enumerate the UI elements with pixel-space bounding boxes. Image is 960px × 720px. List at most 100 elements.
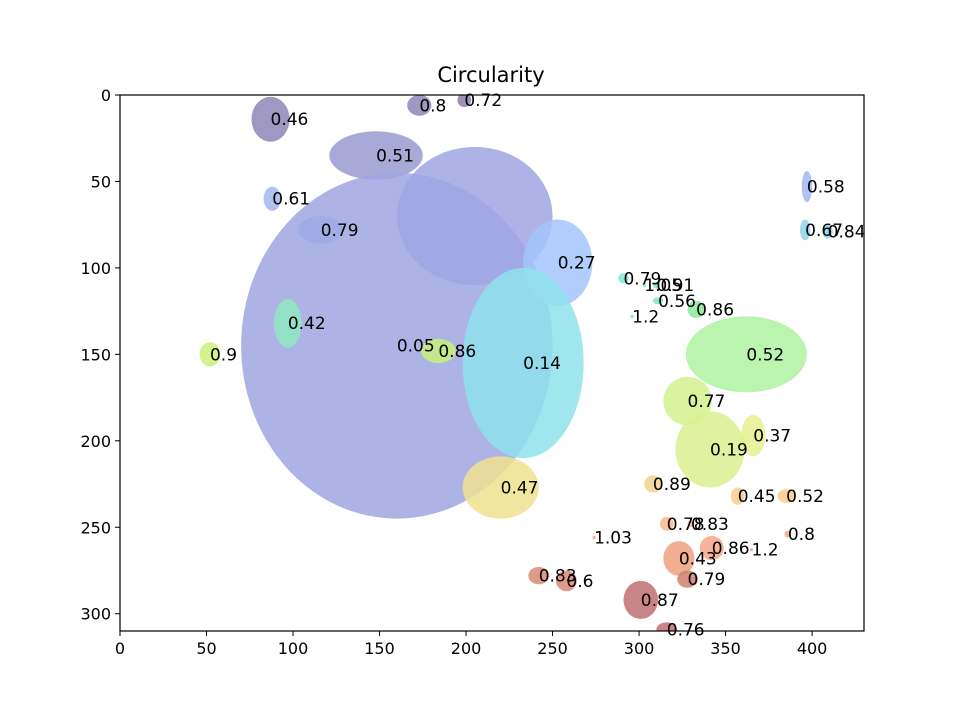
region-33 bbox=[663, 541, 695, 576]
region-3 bbox=[329, 131, 423, 180]
region-label-4: 0.61 bbox=[272, 190, 310, 210]
x-tick-label: 350 bbox=[710, 639, 741, 658]
x-tick-label: 100 bbox=[278, 639, 309, 658]
region-2 bbox=[457, 95, 472, 108]
region-12 bbox=[421, 338, 456, 363]
x-tick-label: 400 bbox=[797, 639, 828, 658]
region-label-17: 0.79 bbox=[623, 269, 661, 289]
region-label-40: 0.87 bbox=[641, 591, 679, 611]
region-1 bbox=[407, 95, 432, 116]
region-label-33: 0.43 bbox=[679, 549, 717, 569]
region-label-10: 0.42 bbox=[288, 314, 326, 334]
y-axis: 0 50 100 150 200 250 300 bbox=[80, 86, 120, 624]
region-27 bbox=[644, 475, 662, 493]
x-tick-label: 50 bbox=[196, 639, 216, 658]
region-label-15: 0.67 bbox=[805, 221, 843, 241]
axes-frame bbox=[119, 94, 865, 632]
region-label-23: 0.52 bbox=[746, 345, 784, 365]
region-11 bbox=[199, 342, 221, 367]
region-label-13: 0.47 bbox=[501, 478, 539, 498]
region-36 bbox=[784, 530, 792, 538]
region-label-18: 1.05 bbox=[644, 276, 682, 296]
y-tick-label: 150 bbox=[80, 345, 111, 364]
y-tick-label: 100 bbox=[80, 259, 111, 278]
region-label-29: 0.52 bbox=[786, 487, 824, 507]
region-label-20: 0.56 bbox=[658, 292, 696, 312]
region-41 bbox=[656, 622, 678, 631]
region-label-31: 0.83 bbox=[691, 515, 729, 535]
region-label-14: 0.58 bbox=[807, 178, 845, 198]
region-28 bbox=[730, 487, 745, 505]
region-17 bbox=[618, 273, 629, 284]
y-tick-label: 300 bbox=[80, 605, 111, 624]
region-label-3: 0.51 bbox=[376, 147, 414, 167]
region-label-38: 0.6 bbox=[566, 572, 593, 592]
x-tick-label: 200 bbox=[451, 639, 482, 658]
region-26 bbox=[675, 411, 745, 488]
region-label-8: 0.27 bbox=[558, 254, 596, 274]
region-31 bbox=[687, 520, 695, 528]
region-label-30: 0.78 bbox=[667, 515, 705, 535]
region-29 bbox=[777, 489, 795, 504]
region-15 bbox=[799, 219, 811, 241]
region-label-19: 0.91 bbox=[656, 276, 694, 296]
region-19 bbox=[652, 281, 660, 289]
region-14 bbox=[801, 171, 813, 203]
region-25 bbox=[741, 414, 766, 457]
region-label-39: 0.79 bbox=[688, 570, 726, 590]
region-0 bbox=[251, 96, 290, 142]
x-axis: 0 50 100 150 200 250 300 350 400 bbox=[115, 631, 827, 658]
region-label-37: 0.83 bbox=[539, 567, 577, 587]
region-34 bbox=[699, 535, 724, 561]
y-tick-label: 50 bbox=[91, 172, 111, 191]
region-label-9: 0.14 bbox=[523, 354, 561, 374]
region-label-32: 1.03 bbox=[594, 529, 632, 549]
region-label-0: 0.46 bbox=[271, 110, 309, 130]
region-label-25: 0.37 bbox=[753, 427, 791, 447]
region-39 bbox=[677, 570, 698, 588]
region-20 bbox=[652, 297, 664, 305]
region-40 bbox=[623, 580, 659, 619]
region-22 bbox=[630, 314, 634, 319]
region-23 bbox=[685, 316, 807, 393]
region-4 bbox=[263, 186, 281, 211]
label-layer: 0.46 0.8 0.72 0.51 0.61 0.79 0.05 0.27 0.14 0.42 0… bbox=[210, 91, 866, 640]
region-label-1: 0.8 bbox=[419, 96, 446, 116]
x-tick-label: 0 bbox=[115, 639, 125, 658]
region-label-36: 0.8 bbox=[788, 525, 815, 545]
region-9 bbox=[462, 267, 584, 459]
region-label-26: 0.19 bbox=[710, 440, 748, 460]
region-16 bbox=[822, 224, 833, 239]
x-tick-label: 150 bbox=[364, 639, 395, 658]
region-label-28: 0.45 bbox=[738, 487, 776, 507]
chart-title: Circularity bbox=[437, 63, 544, 87]
region-label-21: 0.86 bbox=[696, 300, 734, 320]
y-tick-label: 200 bbox=[80, 432, 111, 451]
region-label-34: 0.86 bbox=[712, 539, 750, 559]
region-38 bbox=[556, 570, 577, 592]
region-label-27: 0.89 bbox=[653, 475, 691, 495]
region-label-6: 0.05 bbox=[397, 337, 435, 357]
region-30 bbox=[659, 516, 674, 531]
x-tick-label: 250 bbox=[537, 639, 568, 658]
region-7 bbox=[396, 146, 553, 286]
region-label-2: 0.72 bbox=[464, 91, 502, 111]
region-layer bbox=[199, 95, 833, 631]
region-label-12: 0.86 bbox=[438, 342, 476, 362]
region-label-16: 0.84 bbox=[828, 223, 866, 243]
region-label-5: 0.79 bbox=[321, 221, 359, 241]
region-label-22: 1.2 bbox=[632, 307, 659, 327]
region-label-11: 0.9 bbox=[210, 345, 237, 365]
region-24 bbox=[663, 376, 712, 426]
region-18 bbox=[642, 283, 646, 287]
x-tick-label: 300 bbox=[624, 639, 655, 658]
region-35 bbox=[749, 548, 754, 552]
region-13 bbox=[462, 456, 539, 519]
region-label-41: 0.76 bbox=[667, 620, 705, 640]
y-tick-label: 250 bbox=[80, 518, 111, 537]
region-label-24: 0.77 bbox=[688, 392, 726, 412]
region-21 bbox=[687, 300, 705, 319]
region-37 bbox=[528, 567, 550, 585]
y-tick-label: 0 bbox=[101, 86, 111, 105]
